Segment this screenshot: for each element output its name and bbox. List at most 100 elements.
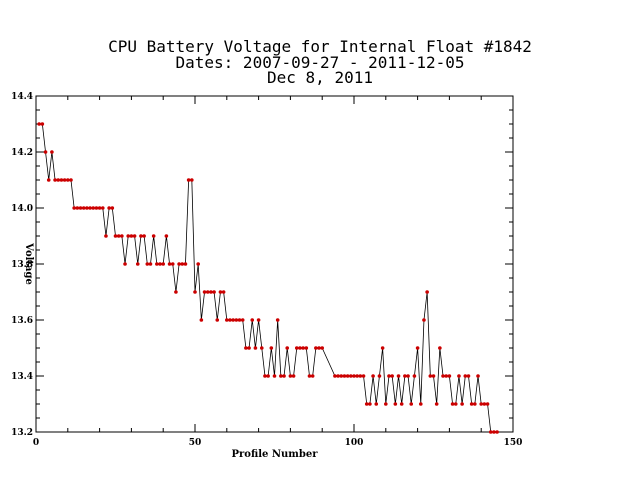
series-line [39, 123, 498, 433]
data-point [145, 262, 150, 266]
data-point [301, 346, 305, 350]
data-point [425, 290, 429, 294]
data-point [88, 206, 92, 210]
data-point [266, 374, 270, 378]
data-point [91, 206, 96, 210]
data-point [463, 374, 468, 378]
data-point [473, 402, 477, 406]
data-point [215, 318, 220, 322]
y-axis-label: Voltage [23, 242, 34, 285]
data-point [279, 374, 283, 378]
data-point [123, 262, 127, 266]
data-point [310, 374, 315, 378]
data-point [342, 374, 347, 378]
data-point [56, 178, 61, 182]
data-point [100, 206, 105, 210]
data-point [40, 122, 45, 126]
x-tick-label: 0 [33, 438, 39, 448]
y-tick-label: 13.4 [11, 372, 33, 382]
data-point [339, 374, 344, 378]
data-point [180, 262, 185, 266]
data-point [485, 402, 490, 406]
data-point [263, 374, 267, 378]
data-point [78, 206, 83, 210]
plot-area [35, 95, 514, 433]
y-tick-label: 13.8 [11, 260, 33, 270]
y-tick-label: 13.6 [11, 316, 33, 326]
data-point [113, 234, 118, 238]
data-point [434, 402, 439, 406]
data-point [50, 150, 54, 154]
data-point [174, 290, 178, 294]
data-point [237, 318, 242, 322]
data-point [476, 374, 480, 378]
data-point [336, 374, 340, 378]
data-point [37, 122, 41, 126]
data-point [167, 262, 172, 266]
data-point [190, 178, 194, 182]
data-point [460, 402, 464, 406]
data-point [234, 318, 239, 322]
data-point [225, 318, 229, 322]
data-point [345, 374, 350, 378]
data-point [132, 234, 137, 238]
data-point [482, 402, 487, 406]
data-point [231, 318, 235, 322]
data-point [196, 262, 200, 266]
data-point [94, 206, 99, 210]
data-point [164, 234, 169, 238]
data-point [212, 290, 216, 294]
data-point [62, 178, 67, 182]
data-point [428, 374, 433, 378]
data-point [317, 346, 321, 350]
data-point [377, 374, 382, 378]
data-point [253, 346, 258, 350]
data-point [142, 234, 146, 238]
data-point [256, 318, 261, 322]
y-tick-label: 14.2 [11, 148, 33, 158]
data-point [466, 374, 471, 378]
data-point [294, 346, 299, 350]
data-point [148, 262, 153, 266]
data-point [46, 178, 51, 182]
x-tick-label: 100 [345, 438, 364, 448]
data-point [384, 402, 388, 406]
data-point [158, 262, 162, 266]
data-point [186, 178, 191, 182]
data-point [349, 374, 353, 378]
data-point [218, 290, 223, 294]
data-point [275, 318, 280, 322]
data-point [205, 290, 210, 294]
chart-title-line-1: CPU Battery Voltage for Internal Float #… [108, 37, 532, 56]
data-point [495, 430, 499, 434]
data-point [69, 178, 73, 182]
data-point [415, 346, 420, 350]
data-point [209, 290, 213, 294]
data-point [116, 234, 121, 238]
data-point [272, 374, 277, 378]
data-point [320, 346, 325, 350]
data-point [240, 318, 245, 322]
series-markers [37, 122, 499, 434]
data-point [202, 290, 207, 294]
data-point [129, 234, 134, 238]
data-point [228, 318, 232, 322]
data-point [151, 234, 156, 238]
data-point [438, 346, 442, 350]
data-point [409, 402, 414, 406]
data-point [250, 318, 255, 322]
data-point [66, 178, 70, 182]
data-point [469, 402, 474, 406]
data-point [193, 290, 197, 294]
data-point [380, 346, 385, 350]
data-point [81, 206, 86, 210]
data-point [291, 374, 296, 378]
x-tick-label: 150 [504, 438, 523, 448]
data-point [374, 402, 379, 406]
data-point [59, 178, 64, 182]
data-point [183, 262, 188, 266]
data-point [221, 290, 226, 294]
data-point [107, 206, 111, 210]
data-point [444, 374, 449, 378]
data-point [368, 402, 372, 406]
